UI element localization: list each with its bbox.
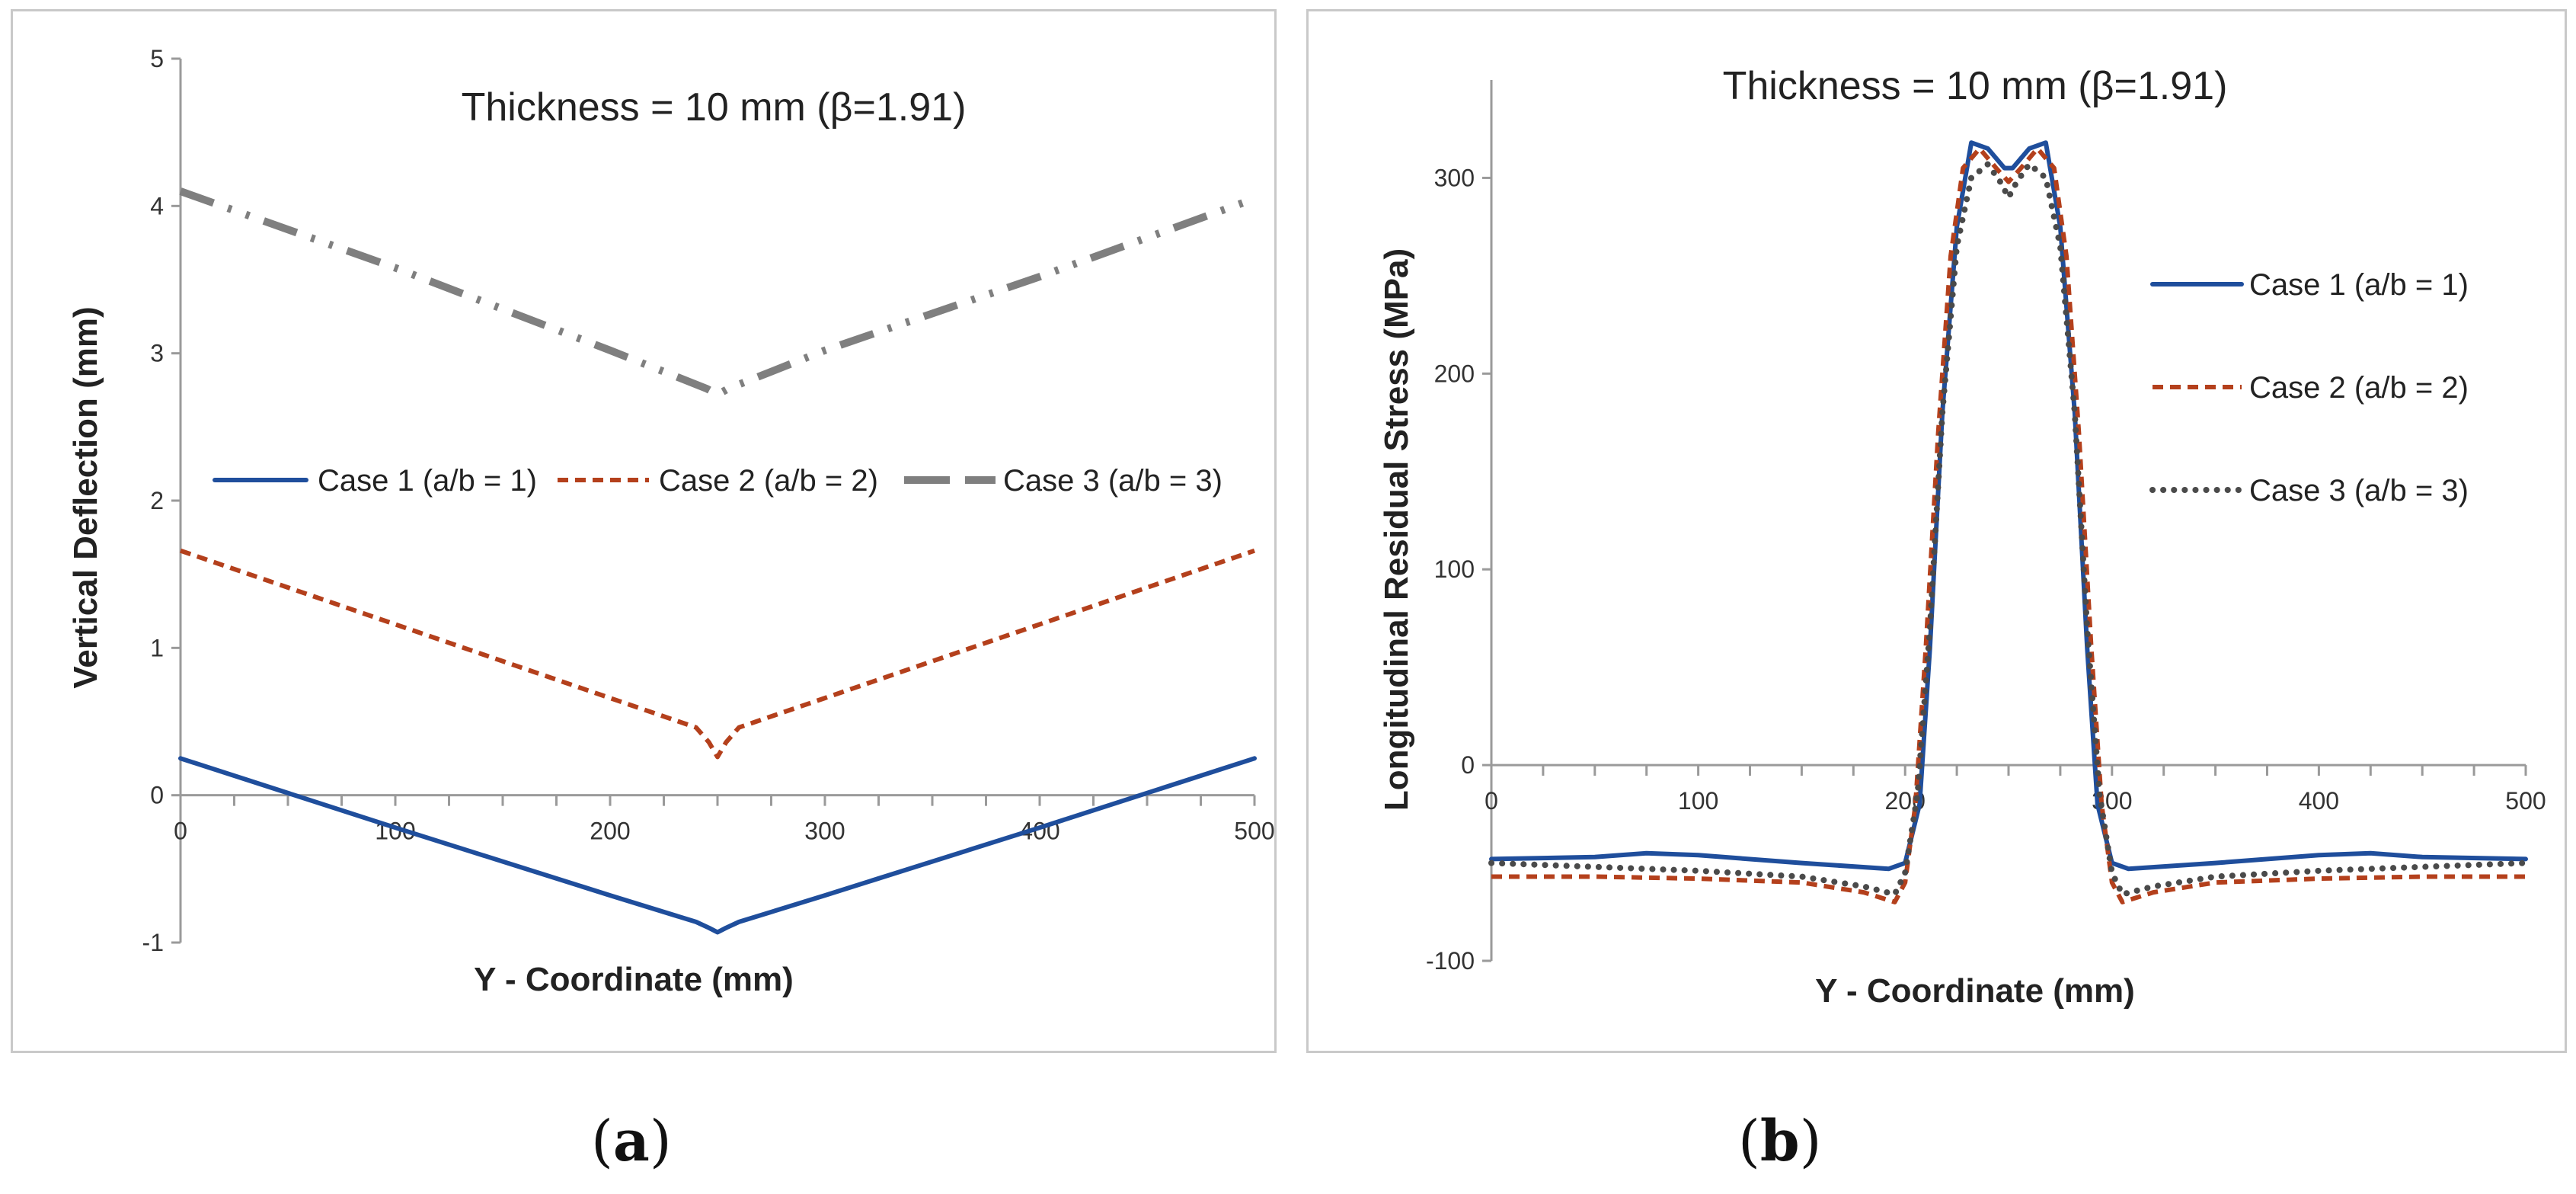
x-tick-label: 100 <box>1678 787 1718 815</box>
y-tick-label: 300 <box>1434 164 1475 191</box>
chart-b-series <box>1488 140 2529 904</box>
chart-b-legend: Case 1 (a/b = 1) Case 2 (a/b = 2) Case 3 (… <box>2149 268 2469 507</box>
x-tick-label: 200 <box>590 818 630 845</box>
y-tick-label: 5 <box>150 45 164 72</box>
y-tick-label: 0 <box>150 782 164 809</box>
y-tick-label: -1 <box>142 929 164 956</box>
x-tick-label: 0 <box>174 818 187 845</box>
chart-a-title: Thickness = 10 mm (β=1.91) <box>462 85 967 130</box>
subfigure-label-b: (b) <box>1738 1109 1822 1174</box>
x-tick-label: 500 <box>1234 818 1274 845</box>
series-line-case-1 <box>178 756 1257 935</box>
legend-label-case-2: Case 2 (a/b = 2) <box>659 464 878 498</box>
x-tick-label: 400 <box>2299 787 2339 815</box>
subfigure-label-a: (a) <box>591 1109 672 1174</box>
chart-panel-b: -100 0 100 200 300 0 100 200 300 400 500 Case 1 (a… <box>1306 9 2567 1053</box>
series-line-case-2 <box>180 548 1255 760</box>
y-tick-label: 100 <box>1434 555 1475 583</box>
series-line-case-1 <box>1489 140 2528 872</box>
legend-label-case-1: Case 1 (a/b = 1) <box>2249 268 2469 302</box>
chart-a-xlabel: Y - Coordinate (mm) <box>474 961 794 998</box>
y-tick-label: 3 <box>150 340 164 367</box>
chart-panel-a: -1 0 1 2 3 4 5 0 100 200 300 400 500 Case 1 (a/b = 1… <box>11 9 1277 1053</box>
chart-b-xlabel: Y - Coordinate (mm) <box>1815 972 2135 1010</box>
y-tick-label: 200 <box>1434 360 1475 387</box>
y-tick-label: 0 <box>1461 751 1475 779</box>
legend-label-case-2: Case 2 (a/b = 2) <box>2249 371 2469 405</box>
series-line-case-2 <box>1491 146 2526 904</box>
legend-label-case-3: Case 3 (a/b = 3) <box>2249 474 2469 507</box>
y-tick-label: -100 <box>1426 947 1475 975</box>
x-tick-label: 0 <box>1485 787 1498 815</box>
legend-label-case-3: Case 3 (a/b = 3) <box>1003 464 1222 498</box>
x-tick-label: 500 <box>2505 787 2546 815</box>
chart-a-legend: Case 1 (a/b = 1) Case 2 (a/b = 2) Case 3 (… <box>213 464 1222 498</box>
chart-b-title: Thickness = 10 mm (β=1.91) <box>1723 64 2228 108</box>
y-tick-label: 2 <box>150 487 164 514</box>
chart-a-series <box>178 187 1257 935</box>
chart-b-ylabel: Longitudinal Residual Stress (MPa) <box>1378 248 1415 811</box>
x-tick-label: 300 <box>804 818 845 845</box>
legend-label-case-1: Case 1 (a/b = 1) <box>318 464 537 498</box>
y-tick-label: 1 <box>150 634 164 661</box>
series-line-case-3 <box>1488 161 2529 898</box>
chart-a-ylabel: Vertical Deflection (mm) <box>67 306 104 688</box>
series-line-case-3 <box>179 187 1256 399</box>
y-tick-label: 4 <box>150 192 164 219</box>
